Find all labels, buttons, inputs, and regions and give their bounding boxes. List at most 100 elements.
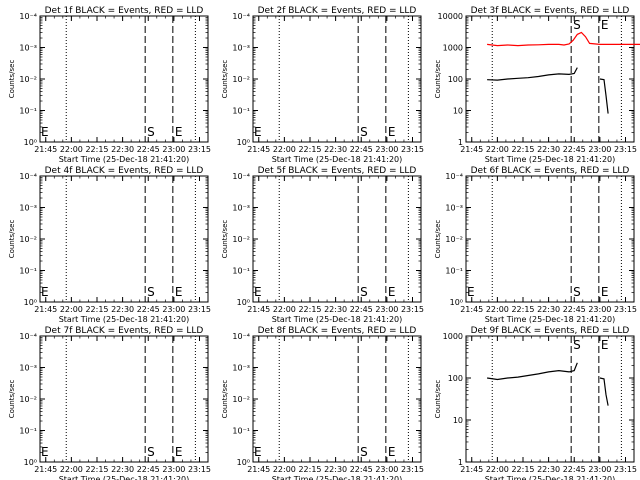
x-tick-label: 22:30 bbox=[324, 305, 347, 314]
x-tick-label: 22:30 bbox=[111, 305, 134, 314]
x-tick-label: 23:00 bbox=[162, 305, 185, 314]
x-tick-label: 23:00 bbox=[375, 465, 398, 474]
y-tick-label: 100 bbox=[448, 75, 463, 84]
x-axis-label: Start Time (25-Dec-18 21:41:20) bbox=[485, 315, 616, 324]
plot-frame bbox=[465, 15, 635, 143]
y-tick-label: 10⁰ bbox=[24, 138, 37, 147]
series-line-1 bbox=[487, 67, 578, 81]
end-marker-label: E bbox=[601, 285, 609, 299]
x-tick-label: 22:00 bbox=[60, 145, 83, 154]
y-axis-label: Counts/sec bbox=[8, 220, 16, 259]
start-marker-label: S bbox=[573, 338, 581, 352]
y-axis-label: Counts/sec bbox=[434, 60, 442, 99]
y-tick-label: 10⁻⁴ bbox=[19, 172, 37, 181]
x-axis-label: Start Time (25-Dec-18 21:41:20) bbox=[59, 475, 190, 480]
plot-frame bbox=[39, 335, 209, 463]
y-tick-label: 10⁻² bbox=[19, 235, 37, 244]
detector-panel-9: Det 9f BLACK = Events, RED = LLD 1 10 100 10… bbox=[434, 326, 637, 480]
x-tick-label: 22:30 bbox=[324, 465, 347, 474]
x-tick-label: 22:00 bbox=[486, 305, 509, 314]
end-marker-label: E bbox=[388, 445, 396, 459]
panel-title: Det 9f BLACK = Events, RED = LLD bbox=[471, 326, 630, 336]
x-tick-label: 22:30 bbox=[537, 305, 560, 314]
y-tick-label: 10⁻³ bbox=[19, 44, 37, 53]
x-tick-label: 23:00 bbox=[375, 305, 398, 314]
y-tick-label: 10⁻¹ bbox=[445, 267, 463, 276]
x-tick-label: 22:45 bbox=[137, 465, 160, 474]
y-tick-label: 10000 bbox=[438, 12, 463, 21]
left-edge-marker-label: E bbox=[41, 125, 49, 139]
y-axis-label: Counts/sec bbox=[434, 220, 442, 259]
x-tick-label: 22:00 bbox=[60, 465, 83, 474]
y-tick-label: 1000 bbox=[443, 44, 463, 53]
plot-frame bbox=[465, 175, 635, 303]
end-marker-label: E bbox=[388, 125, 396, 139]
y-tick-label: 1 bbox=[458, 458, 463, 467]
y-tick-label: 10⁰ bbox=[24, 298, 37, 307]
detector-panel-4: Det 4f BLACK = Events, RED = LLD 10⁰ 10⁻¹ 1… bbox=[8, 166, 211, 324]
x-tick-label: 23:15 bbox=[188, 465, 211, 474]
y-tick-label: 10⁻⁴ bbox=[232, 172, 250, 181]
x-tick-label: 22:30 bbox=[537, 145, 560, 154]
x-tick-label: 23:15 bbox=[614, 145, 637, 154]
y-axis-label: Counts/sec bbox=[8, 60, 16, 99]
start-marker-label: S bbox=[573, 18, 581, 32]
x-tick-label: 22:00 bbox=[60, 305, 83, 314]
x-tick-label: 23:15 bbox=[614, 465, 637, 474]
x-tick-label: 22:45 bbox=[350, 145, 373, 154]
x-tick-label: 22:15 bbox=[85, 465, 108, 474]
end-marker-label: E bbox=[175, 445, 183, 459]
x-axis-label: Start Time (25-Dec-18 21:41:20) bbox=[272, 155, 403, 164]
left-edge-marker-label: E bbox=[254, 445, 262, 459]
x-tick-label: 21:45 bbox=[34, 305, 57, 314]
x-tick-label: 22:45 bbox=[563, 465, 586, 474]
x-tick-label: 22:00 bbox=[273, 145, 296, 154]
panel-title: Det 8f BLACK = Events, RED = LLD bbox=[258, 326, 417, 336]
y-tick-label: 10 bbox=[453, 416, 463, 425]
y-tick-label: 10⁻⁴ bbox=[232, 332, 250, 341]
x-tick-label: 22:15 bbox=[85, 145, 108, 154]
y-tick-label: 10⁻³ bbox=[232, 364, 250, 373]
y-tick-label: 10⁻³ bbox=[19, 204, 37, 213]
y-axis-label: Counts/sec bbox=[8, 380, 16, 419]
panel-title: Det 6f BLACK = Events, RED = LLD bbox=[471, 166, 630, 176]
detector-panel-5: Det 5f BLACK = Events, RED = LLD 10⁰ 10⁻¹ 1… bbox=[221, 166, 424, 324]
left-edge-marker-label: E bbox=[254, 285, 262, 299]
x-tick-label: 22:15 bbox=[298, 145, 321, 154]
x-tick-label: 22:45 bbox=[350, 465, 373, 474]
start-marker-label: S bbox=[360, 285, 368, 299]
y-tick-label: 10⁻³ bbox=[19, 364, 37, 373]
x-axis-label: Start Time (25-Dec-18 21:41:20) bbox=[59, 155, 190, 164]
plot-frame bbox=[252, 335, 422, 463]
detector-panel-6: Det 6f BLACK = Events, RED = LLD 10⁰ 10⁻¹ 1… bbox=[434, 166, 637, 324]
x-tick-label: 22:30 bbox=[324, 145, 347, 154]
y-tick-label: 10⁻³ bbox=[232, 44, 250, 53]
y-tick-label: 10⁻⁴ bbox=[232, 12, 250, 21]
x-tick-label: 22:45 bbox=[563, 305, 586, 314]
start-marker-label: S bbox=[147, 125, 155, 139]
x-tick-label: 22:30 bbox=[537, 465, 560, 474]
y-tick-label: 10⁻² bbox=[232, 235, 250, 244]
x-tick-label: 22:00 bbox=[486, 465, 509, 474]
end-marker-label: E bbox=[175, 285, 183, 299]
x-tick-label: 22:00 bbox=[273, 465, 296, 474]
x-tick-label: 23:15 bbox=[188, 145, 211, 154]
plot-frame bbox=[252, 175, 422, 303]
x-tick-label: 22:45 bbox=[350, 305, 373, 314]
y-tick-label: 10⁻² bbox=[232, 75, 250, 84]
panel-title: Det 7f BLACK = Events, RED = LLD bbox=[45, 326, 204, 336]
x-axis-label: Start Time (25-Dec-18 21:41:20) bbox=[485, 155, 616, 164]
y-tick-label: 10⁻¹ bbox=[232, 107, 250, 116]
y-tick-label: 10⁻³ bbox=[232, 204, 250, 213]
x-tick-label: 22:15 bbox=[85, 305, 108, 314]
x-axis-label: Start Time (25-Dec-18 21:41:20) bbox=[485, 475, 616, 480]
y-tick-label: 10⁰ bbox=[237, 298, 250, 307]
y-tick-label: 10⁻¹ bbox=[19, 427, 37, 436]
y-tick-label: 10⁰ bbox=[24, 458, 37, 467]
start-marker-label: S bbox=[147, 445, 155, 459]
x-tick-label: 22:45 bbox=[137, 145, 160, 154]
x-tick-label: 21:45 bbox=[460, 305, 483, 314]
detector-panel-1: Det 1f BLACK = Events, RED = LLD 10⁰ 10⁻¹ 1… bbox=[8, 6, 211, 164]
y-tick-label: 1000 bbox=[443, 332, 463, 341]
